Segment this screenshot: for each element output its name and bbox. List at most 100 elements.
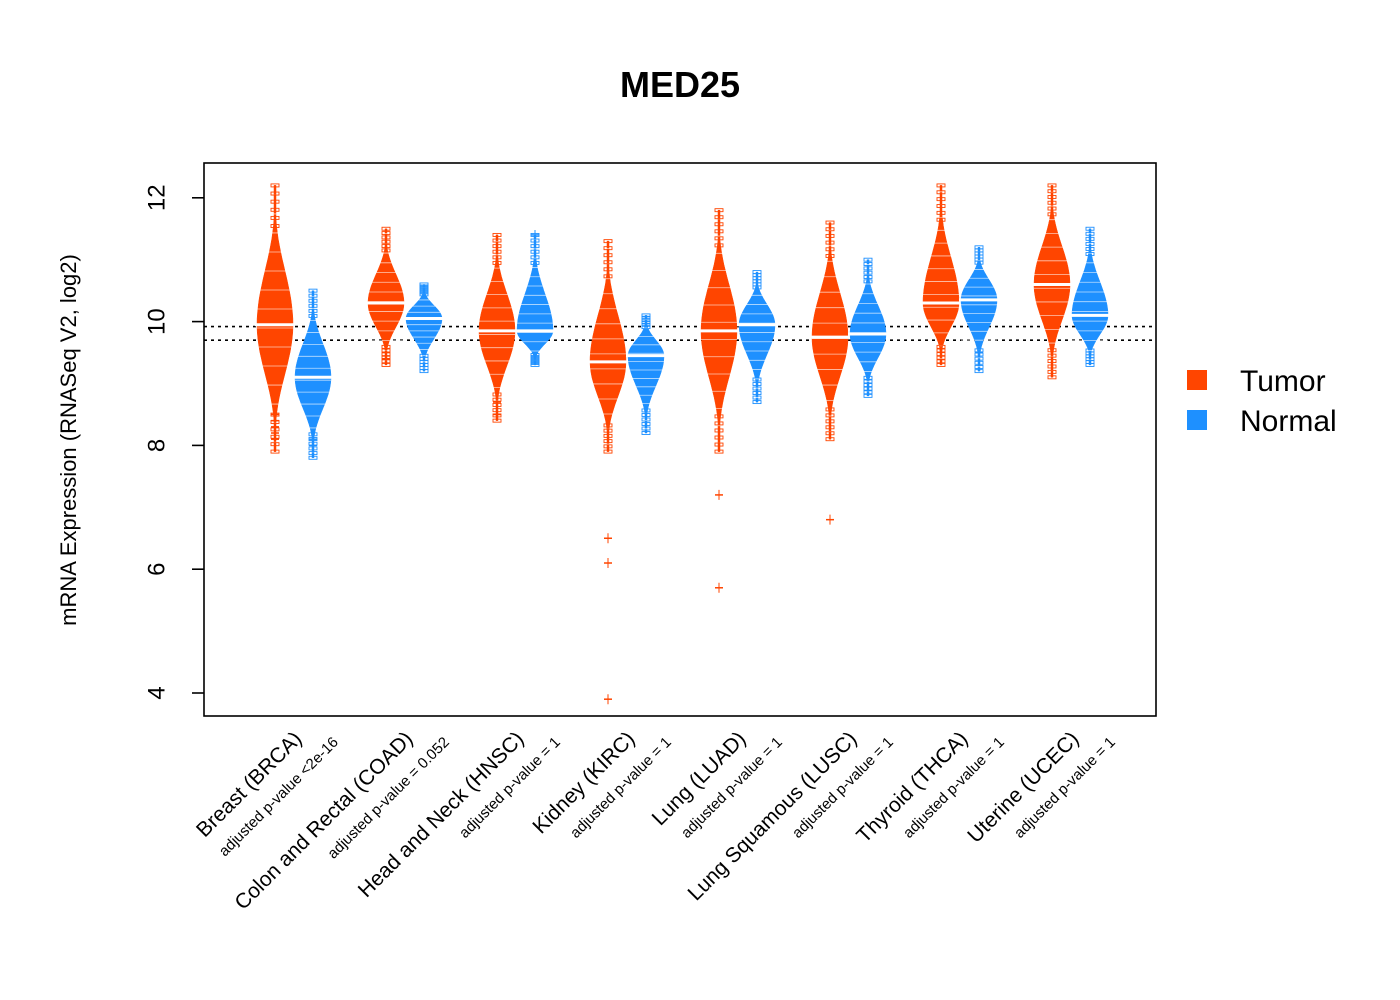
sample-point <box>492 255 502 260</box>
plot-frame <box>203 162 1157 717</box>
sample-point <box>1047 353 1057 358</box>
sample-point <box>603 267 613 272</box>
sample-point <box>530 255 540 260</box>
sample-point <box>419 286 429 291</box>
sample-point <box>419 288 429 293</box>
sample-point <box>641 426 651 431</box>
sample-point <box>863 386 873 391</box>
sample-point <box>714 243 724 248</box>
sample-point <box>381 231 391 236</box>
sample-point <box>825 254 835 258</box>
sample-point <box>974 360 984 365</box>
sample-point <box>492 249 502 254</box>
sample-point <box>825 413 835 418</box>
sample-point <box>863 383 873 387</box>
sample-point <box>936 352 946 357</box>
violin-body <box>922 185 960 366</box>
sample-point <box>825 247 835 252</box>
sample-point <box>936 183 946 188</box>
sample-point <box>1047 348 1057 353</box>
sample-point <box>1047 189 1057 194</box>
sample-point <box>1085 247 1095 251</box>
sample-point <box>530 359 540 363</box>
sample-point <box>270 215 280 220</box>
sample-point <box>714 428 724 433</box>
sample-point <box>419 353 429 358</box>
sample-point <box>603 274 613 279</box>
sample-point <box>603 423 613 428</box>
violin-body <box>1033 185 1071 378</box>
sample-point <box>530 249 540 254</box>
y-tick-label: 10 <box>143 308 170 335</box>
sample-point <box>1085 231 1095 236</box>
violin-tumor-7 <box>921 183 961 367</box>
sample-point <box>1047 212 1057 217</box>
sample-point <box>603 428 613 433</box>
sample-point <box>863 266 873 271</box>
violin-body <box>256 185 294 452</box>
sample-point <box>1085 236 1095 241</box>
sample-point <box>825 233 835 238</box>
violin-tumor-5 <box>699 208 739 593</box>
violin-normal-4 <box>626 313 666 435</box>
sample-point <box>863 275 873 279</box>
violin-tumor-1 <box>255 183 295 454</box>
sample-point <box>714 421 724 426</box>
sample-point <box>492 244 502 249</box>
sample-point <box>1047 183 1057 188</box>
violin-tumor-8 <box>1032 183 1072 380</box>
sample-point <box>641 315 651 320</box>
sample-point <box>603 239 613 244</box>
sample-point <box>714 222 724 227</box>
sample-point <box>752 386 762 391</box>
sample-point <box>308 288 318 293</box>
sample-point <box>530 353 540 357</box>
sample-point <box>641 320 651 325</box>
violin-tumor-3 <box>477 232 517 423</box>
sample-point <box>308 298 318 303</box>
sample-point <box>492 392 502 397</box>
sample-point <box>641 313 651 318</box>
violin-tumor-6 <box>810 220 850 525</box>
sample-point <box>1085 226 1095 231</box>
sample-point <box>308 313 318 318</box>
legend-label-normal: Normal <box>1240 405 1337 438</box>
legend: Tumor Normal <box>1187 365 1337 438</box>
sample-point <box>936 217 946 222</box>
violin-tumor-4 <box>588 239 628 705</box>
sample-point <box>863 379 873 384</box>
sample-point <box>270 207 280 212</box>
sample-point <box>381 248 391 253</box>
sample-point <box>530 260 540 265</box>
sample-point <box>752 285 762 290</box>
sample-point <box>863 262 873 266</box>
sample-point <box>603 439 613 444</box>
sample-point <box>641 422 651 426</box>
sample-point <box>308 293 318 298</box>
sample-point <box>752 395 762 400</box>
sample-point <box>863 257 873 262</box>
sample-point <box>308 303 318 308</box>
y-tick-label: 8 <box>143 439 170 452</box>
sample-point <box>936 348 946 353</box>
sample-point <box>381 239 391 244</box>
sample-point <box>641 325 651 330</box>
sample-point <box>825 419 835 424</box>
sample-point <box>1085 252 1095 256</box>
sample-point <box>1085 241 1095 246</box>
sample-point <box>603 253 613 258</box>
sample-point <box>641 322 651 327</box>
violin-body <box>589 240 627 452</box>
sample-point <box>936 344 946 349</box>
sample-point <box>1047 195 1057 199</box>
violin-body <box>478 234 516 421</box>
sample-point <box>752 377 762 382</box>
sample-point <box>974 369 984 374</box>
sample-point <box>492 238 502 243</box>
violin-body <box>516 234 554 366</box>
sample-point <box>1047 206 1057 211</box>
sample-point <box>270 224 280 228</box>
violin-normal-7 <box>959 245 999 374</box>
sample-point <box>530 244 540 249</box>
